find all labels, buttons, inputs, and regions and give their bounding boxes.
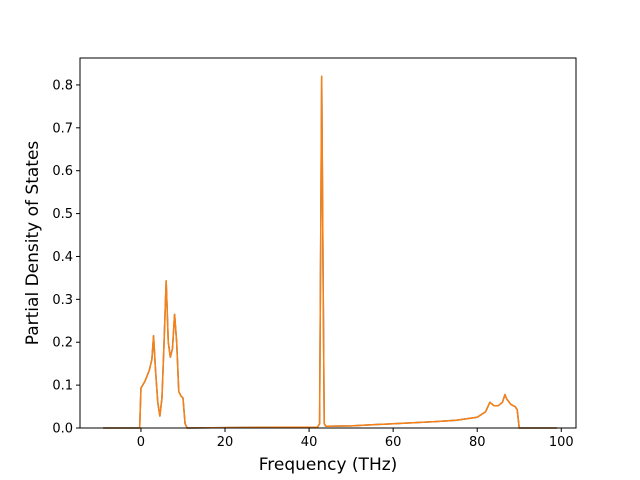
x-tick-label: 20 (217, 435, 234, 450)
x-tick-label: 0 (137, 435, 145, 450)
x-tick-label: 40 (301, 435, 318, 450)
axes-frame (79, 57, 577, 429)
series-line-2 (103, 75, 558, 429)
y-tick-label: 0.3 (52, 293, 73, 308)
x-tick-label: 80 (469, 435, 486, 450)
x-axis-ticks: 0 20 40 60 80 100 (137, 428, 574, 450)
y-axis-ticks: 0.0 0.1 0.2 0.3 0.4 0.5 0.6 0.7 0.8 (52, 78, 80, 437)
y-tick-label: 0.5 (52, 207, 73, 222)
y-tick-label: 0.4 (52, 250, 73, 265)
plot-lines (103, 75, 558, 429)
y-tick-label: 0.6 (52, 164, 73, 179)
y-tick-label: 0.2 (52, 336, 73, 351)
series-line-1 (103, 75, 558, 429)
y-axis-title: Partial Density of States (23, 141, 43, 346)
y-tick-label: 0.7 (52, 121, 73, 136)
x-axis-title: Frequency (THz) (259, 455, 398, 475)
y-tick-label: 0.1 (52, 379, 73, 394)
x-tick-label: 60 (385, 435, 402, 450)
y-tick-label: 0.0 (52, 422, 73, 437)
x-tick-label: 100 (549, 435, 574, 450)
y-tick-label: 0.8 (52, 78, 73, 93)
